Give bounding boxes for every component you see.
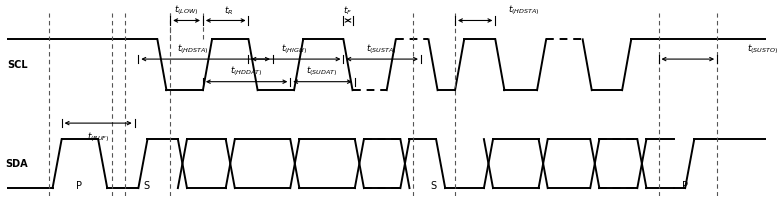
Text: $t_{(SUSTO)}$: $t_{(SUSTO)}$ (747, 42, 779, 56)
Text: $t_{(BUF)}$: $t_{(BUF)}$ (87, 130, 110, 143)
Text: $t_F$: $t_F$ (343, 5, 353, 17)
Text: P: P (76, 181, 82, 191)
Text: $t_{(HIGH)}$: $t_{(HIGH)}$ (281, 42, 307, 56)
Text: $t_{(SUSTA)}$: $t_{(SUSTA)}$ (366, 42, 397, 56)
Text: $t_R$: $t_R$ (224, 5, 234, 17)
Text: $t_{(LOW)}$: $t_{(LOW)}$ (174, 3, 198, 17)
Text: SCL: SCL (8, 60, 28, 70)
Text: $t_{(SUDAT)}$: $t_{(SUDAT)}$ (307, 64, 338, 78)
Text: S: S (143, 181, 149, 191)
Text: SDA: SDA (5, 159, 28, 169)
Text: $t_{(HDDAT)}$: $t_{(HDDAT)}$ (230, 64, 263, 78)
Text: $t_{(HDSTA)}$: $t_{(HDSTA)}$ (177, 42, 209, 56)
Text: $t_{(HDSTA)}$: $t_{(HDSTA)}$ (507, 3, 539, 17)
Text: P: P (682, 181, 688, 191)
Text: S: S (430, 181, 436, 191)
